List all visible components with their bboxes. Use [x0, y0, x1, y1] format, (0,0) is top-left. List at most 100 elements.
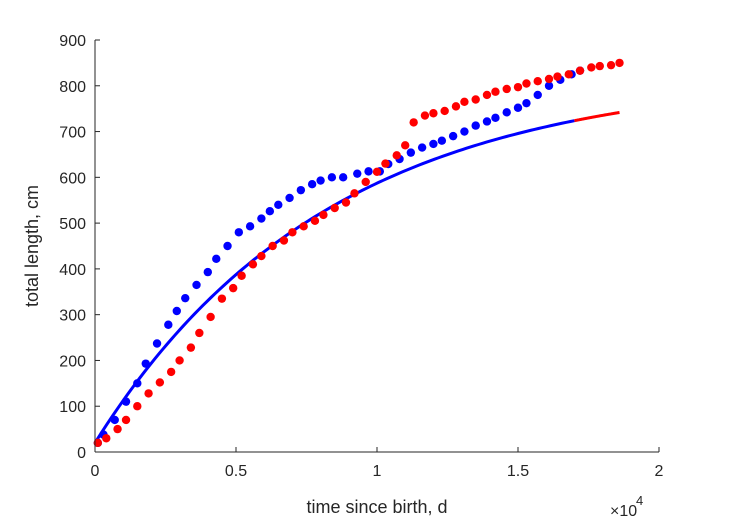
- red-data-point: [513, 82, 523, 92]
- red-data-point: [155, 378, 165, 387]
- red-data-point: [310, 216, 320, 226]
- blue-data-point: [437, 136, 447, 145]
- red-data-point: [288, 228, 297, 237]
- blue-data-point: [513, 103, 523, 112]
- x-tick-label: 0.5: [225, 463, 247, 480]
- blue-data-point: [460, 127, 469, 136]
- y-tick-label: 100: [59, 399, 86, 416]
- blue-data-point: [223, 241, 232, 251]
- red-data-point: [482, 90, 492, 100]
- y-tick-label: 200: [59, 353, 86, 370]
- x-exponent-base: ×10: [610, 503, 637, 520]
- red-data-point: [175, 356, 184, 365]
- red-data-point: [491, 87, 500, 96]
- red-data-point: [248, 260, 258, 269]
- blue-data-point: [234, 228, 244, 237]
- x-tick-label: 0: [91, 463, 100, 480]
- red-data-point: [587, 63, 596, 72]
- red-data-point: [522, 79, 531, 88]
- blue-data-point: [338, 173, 348, 182]
- y-tick-label: 300: [59, 308, 86, 325]
- blue-data-point: [327, 173, 337, 182]
- plot-area: [93, 58, 624, 448]
- blue-data-point: [482, 117, 492, 126]
- red-data-point: [102, 434, 111, 443]
- blue-data-point: [522, 98, 531, 108]
- red-data-point: [257, 251, 266, 261]
- blue-data-point: [121, 397, 131, 406]
- red-data-point: [268, 241, 277, 251]
- blue-data-point: [406, 148, 416, 157]
- blue-data-point: [192, 280, 201, 290]
- red-data-point: [361, 177, 370, 187]
- y-tick-label: 500: [59, 216, 86, 233]
- red-fit-line: [573, 110, 621, 123]
- blue-data-point: [533, 90, 542, 100]
- blue-fit-line: [93, 119, 575, 444]
- red-data-point: [502, 84, 511, 94]
- y-tick-label: 800: [59, 79, 86, 96]
- y-tick-label: 400: [59, 262, 86, 279]
- blue-data-point: [316, 176, 325, 185]
- red-data-point: [544, 74, 554, 84]
- axes: [94, 40, 659, 453]
- blue-data-point: [110, 415, 119, 425]
- y-ticks: 0 100 200 300 400 500 600 700 800 900: [59, 33, 100, 462]
- blue-data-point: [448, 131, 458, 141]
- blue-data-point: [164, 320, 173, 329]
- red-data-point: [440, 106, 449, 116]
- red-data-point: [350, 189, 359, 198]
- blue-data-point: [274, 200, 283, 209]
- blue-data-point: [265, 207, 275, 216]
- blue-data-point: [364, 167, 373, 176]
- x-axis-exponent: ×10 4: [610, 493, 643, 520]
- red-data-point: [186, 343, 196, 352]
- red-data-point: [420, 111, 430, 120]
- blue-data-point: [502, 108, 511, 117]
- red-data-point: [615, 58, 624, 68]
- y-tick-label: 700: [59, 125, 86, 142]
- blue-data-point: [203, 267, 212, 277]
- x-tick-label: 2: [655, 463, 664, 480]
- red-data-point: [299, 222, 308, 231]
- red-data-point: [409, 118, 418, 127]
- red-data-point: [401, 141, 410, 150]
- red-data-point: [319, 210, 328, 220]
- blue-data-point: [257, 214, 266, 223]
- x-ticks: 0 0.5 1 1.5 2: [91, 447, 664, 480]
- x-tick-label: 1.5: [507, 463, 529, 480]
- blue-data-point: [181, 293, 190, 303]
- red-data-point: [237, 271, 246, 280]
- blue-data-point: [212, 254, 221, 264]
- blue-data-point: [245, 222, 255, 231]
- blue-data-point: [471, 121, 480, 130]
- x-axis-title: time since birth, d: [306, 497, 447, 517]
- y-tick-label: 600: [59, 170, 86, 187]
- red-data-point: [113, 424, 122, 434]
- red-data-point: [451, 102, 461, 111]
- blue-data-point: [141, 359, 150, 368]
- blue-data-point: [285, 193, 294, 203]
- y-axis-title: total length, cm: [22, 185, 42, 307]
- blue-data-point: [307, 180, 317, 189]
- red-data-point: [195, 328, 204, 338]
- y-tick-label: 900: [59, 33, 86, 50]
- red-data-point: [217, 294, 227, 303]
- y-tick-label: 0: [77, 445, 86, 462]
- blue-data-point: [133, 379, 142, 388]
- x-exponent-power: 4: [636, 493, 643, 508]
- red-data-point: [121, 415, 131, 425]
- blue-data-point: [172, 306, 181, 316]
- red-data-point: [279, 236, 289, 245]
- red-data-point: [93, 438, 103, 448]
- red-data-point: [606, 60, 616, 70]
- red-data-point: [381, 159, 390, 168]
- x-tick-label: 1: [373, 463, 382, 480]
- blue-data-point: [417, 143, 427, 152]
- blue-data-point: [544, 81, 554, 90]
- red-data-point: [460, 97, 469, 107]
- red-data-point: [341, 198, 351, 207]
- red-data-point: [166, 367, 176, 377]
- red-data-point: [372, 167, 382, 177]
